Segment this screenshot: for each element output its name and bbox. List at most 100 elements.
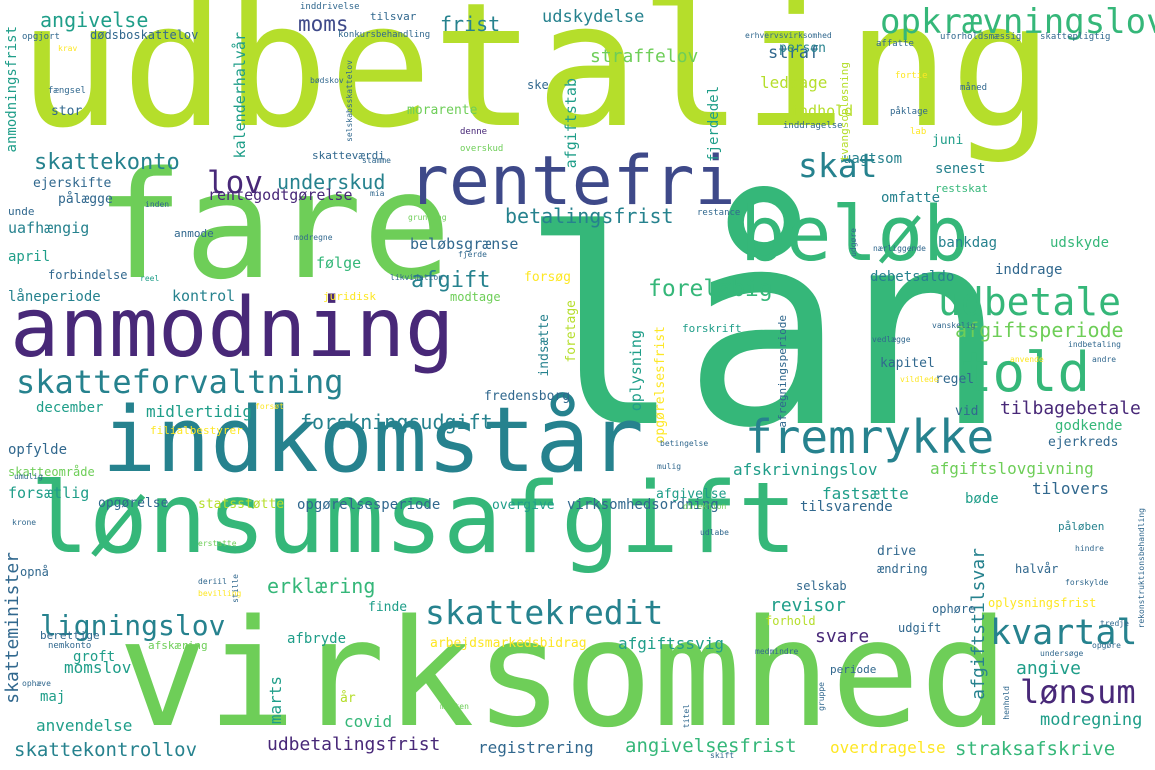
word-modregne: modregne <box>294 233 333 242</box>
word-afgiftsperiode: afgiftsperiode <box>955 318 1124 342</box>
word-fredensborg: fredensborg <box>484 389 571 404</box>
word-fjerde: fjerde <box>458 250 487 259</box>
word-berettige: berettige <box>40 629 100 642</box>
word-arbejdsmarkedsbidrag: arbejdsmarkedsbidrag <box>430 636 587 651</box>
word-fare: fare <box>95 140 452 312</box>
word-overgive: overgive <box>492 498 555 513</box>
word-mulig: mulig <box>657 462 682 471</box>
word-uafhaengig: uafhængig <box>8 219 90 237</box>
word-foretage: foretage <box>564 300 579 363</box>
word-overskud: overskud <box>460 144 504 154</box>
word-skattepligtig: skattepligtig <box>1040 32 1111 42</box>
word-straf: straf <box>768 43 820 63</box>
word-unde: unde <box>8 205 35 218</box>
word-debetsaldo: debetsaldo <box>870 269 955 285</box>
word-erklaering: erklæring <box>267 574 376 598</box>
word-hindre: hindre <box>1075 544 1104 553</box>
word-forsoeg: forsøg <box>524 270 571 285</box>
word-restskat: restskat <box>935 182 988 195</box>
word-statsstoette: statsstøtte <box>198 497 285 512</box>
word-person: person <box>779 41 826 56</box>
word-erstatte: erstatte <box>198 539 237 548</box>
word-afskrivningslov: afskrivningslov <box>733 460 878 479</box>
word-aendring: ændring <box>877 562 928 576</box>
word-paaklage: påklage <box>890 107 928 117</box>
word-mia: mia <box>370 189 385 198</box>
word-senest: senest <box>935 161 986 177</box>
word-maaned: måned <box>960 83 988 93</box>
word-ophaeve: ophæve <box>22 679 51 688</box>
word-kapitel: kapitel <box>880 356 935 371</box>
word-forskrift: forskrift <box>682 322 742 335</box>
word-angivelse: angivelse <box>40 8 149 32</box>
word-filialbestyrer: filialbestyrer <box>150 424 243 437</box>
word-ligningslov: ligningslov <box>40 609 226 642</box>
word-morarente: morarente <box>407 103 478 118</box>
word-skattevaerdi: skatteværdi <box>312 149 385 162</box>
word-opgoerelse: opgørelse <box>98 496 169 511</box>
word-svare: svare <box>815 626 870 647</box>
word-april: april <box>8 249 51 265</box>
word-udbetale: udbetale <box>938 280 1122 324</box>
word-skat: skat <box>798 146 878 185</box>
word-loensum: lønsum <box>1020 673 1136 711</box>
word-lab: lab <box>910 127 927 137</box>
word-udgoere: udgøre <box>849 228 858 257</box>
word-rentegodtgoerelse: rentegodtgørelse <box>208 186 353 204</box>
word-afgiftssvig: afgiftssvig <box>618 634 724 653</box>
word-anmodningsfrist: anmodningsfrist <box>4 26 20 153</box>
word-foelge: følge <box>316 254 362 272</box>
word-drive: drive <box>877 544 917 559</box>
word-henhold: henhold <box>1002 686 1011 720</box>
word-vid: vid <box>955 404 979 419</box>
word-marts: marts <box>266 676 285 725</box>
word-bevilling: bevilling <box>198 589 242 598</box>
word-halvaar: halvår <box>1015 562 1059 576</box>
word-nemkonto: nemkonto <box>48 641 92 651</box>
word-anvende: anvende <box>1010 355 1044 364</box>
word-ledsage: ledsage <box>760 73 828 92</box>
word-afregningsperiode: afregningsperiode <box>776 315 789 428</box>
word-opfylde: opfylde <box>8 442 68 458</box>
word-skattekontrollov: skattekontrollov <box>14 739 198 761</box>
word-forskylde: forskylde <box>1065 578 1109 587</box>
word-opkraevningslov: opkrævningslov <box>880 2 1155 42</box>
word-betingelse: betingelse <box>660 439 709 448</box>
word-kvartal: kvartal <box>990 613 1138 653</box>
word-registrering: registrering <box>478 738 594 757</box>
word-forhold: forhold <box>765 614 816 628</box>
word-grundlag: grundlag <box>408 213 447 222</box>
word-krone: krone <box>12 518 37 527</box>
word-regel: regel <box>935 372 975 387</box>
word-inddrivelse: inddrivelse <box>300 2 360 12</box>
word-groft: groft <box>73 649 116 665</box>
word-deriil: deriil <box>198 577 227 586</box>
word-forsoet: forsøt <box>255 402 284 411</box>
word-umulig: umulig <box>14 472 43 481</box>
word-straksafskrive: straksafskrive <box>955 738 1116 760</box>
word-udlabe: udlabe <box>700 528 729 537</box>
word-fjerdedel: fjerdedel <box>706 86 722 162</box>
word-selskabsskattelov: selskabsskattelov <box>345 60 354 142</box>
word-laaneperiode: låneperiode <box>8 289 101 305</box>
word-vanskelig: vanskelig <box>932 321 976 330</box>
word-periode: periode <box>830 663 877 676</box>
word-indkomstaar: indkomstår <box>102 388 644 493</box>
word-opgoerelsesperiode: opgørelsesperiode <box>297 497 441 513</box>
word-fortie: fortie <box>895 71 928 81</box>
word-faengsel: fængsel <box>48 86 86 96</box>
word-fastsaette: fastsætte <box>822 484 909 503</box>
word-forbindelse: forbindelse <box>48 268 128 282</box>
word-stamme: stamme <box>362 156 391 165</box>
word-beloebsgraense: beløbsgrænse <box>410 235 519 253</box>
word-andre: andre <box>1092 355 1117 364</box>
word-overdragelse: overdragelse <box>830 738 946 757</box>
word-anmode: anmode <box>174 227 214 240</box>
word-maj: maj <box>40 689 66 705</box>
word-ske: ske <box>527 78 549 92</box>
word-afgivelse: afgivelse <box>656 487 727 502</box>
word-momslov: momslov <box>64 658 132 677</box>
word-ophoere: ophøre <box>932 602 976 616</box>
word-tilbagebetale: tilbagebetale <box>1000 398 1141 419</box>
word-rekonstruktionsbehandling: rekonstruktionsbehandling <box>1137 508 1146 629</box>
